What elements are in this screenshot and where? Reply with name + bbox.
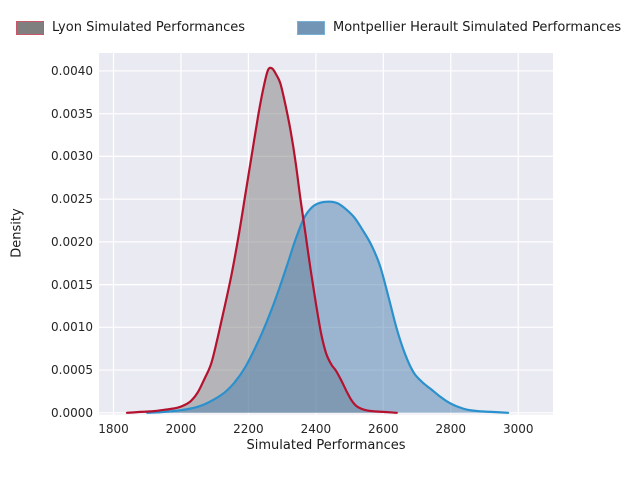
y-tick-label: 0.0035 [51, 106, 93, 121]
density-line-0 [125, 66, 398, 414]
lyon-legend-patch-icon [16, 20, 44, 35]
lyon-legend-label: Lyon Simulated Performances [52, 20, 246, 35]
y-tick-label: 0.0015 [51, 277, 93, 292]
y-tick-label: 0.0030 [51, 149, 93, 164]
x-tick-label: 2000 [165, 421, 197, 436]
y-tick-label: 0.0010 [51, 320, 93, 335]
legend-item-montpellier: Montpellier Herault Simulated Performanc… [297, 20, 621, 35]
y-tick-label: 0.0025 [51, 192, 93, 207]
x-tick-label: 1800 [98, 421, 129, 436]
x-tick-label: 2800 [435, 421, 467, 436]
montpellier-legend-label: Montpellier Herault Simulated Performanc… [333, 20, 622, 35]
x-tick-label: 2400 [300, 421, 332, 436]
x-tick-label: 3000 [502, 421, 534, 436]
x-axis-title: Simulated Performances [246, 438, 406, 453]
density-fill-0 [127, 67, 397, 413]
y-tick-label: 0.0005 [51, 363, 93, 378]
density-line-1 [146, 200, 510, 414]
y-axis-title: Density [9, 208, 25, 258]
legend-item-lyon: Lyon Simulated Performances [16, 20, 245, 35]
y-tick-label: 0.0040 [51, 63, 93, 78]
y-tick-label: 0.0020 [51, 234, 93, 249]
density-fill-1 [147, 201, 509, 413]
x-tick-label: 2600 [368, 421, 399, 436]
y-tick-label: 0.0000 [51, 405, 93, 420]
montpellier-legend-patch-icon [297, 20, 325, 35]
x-tick-label: 2200 [233, 421, 264, 436]
